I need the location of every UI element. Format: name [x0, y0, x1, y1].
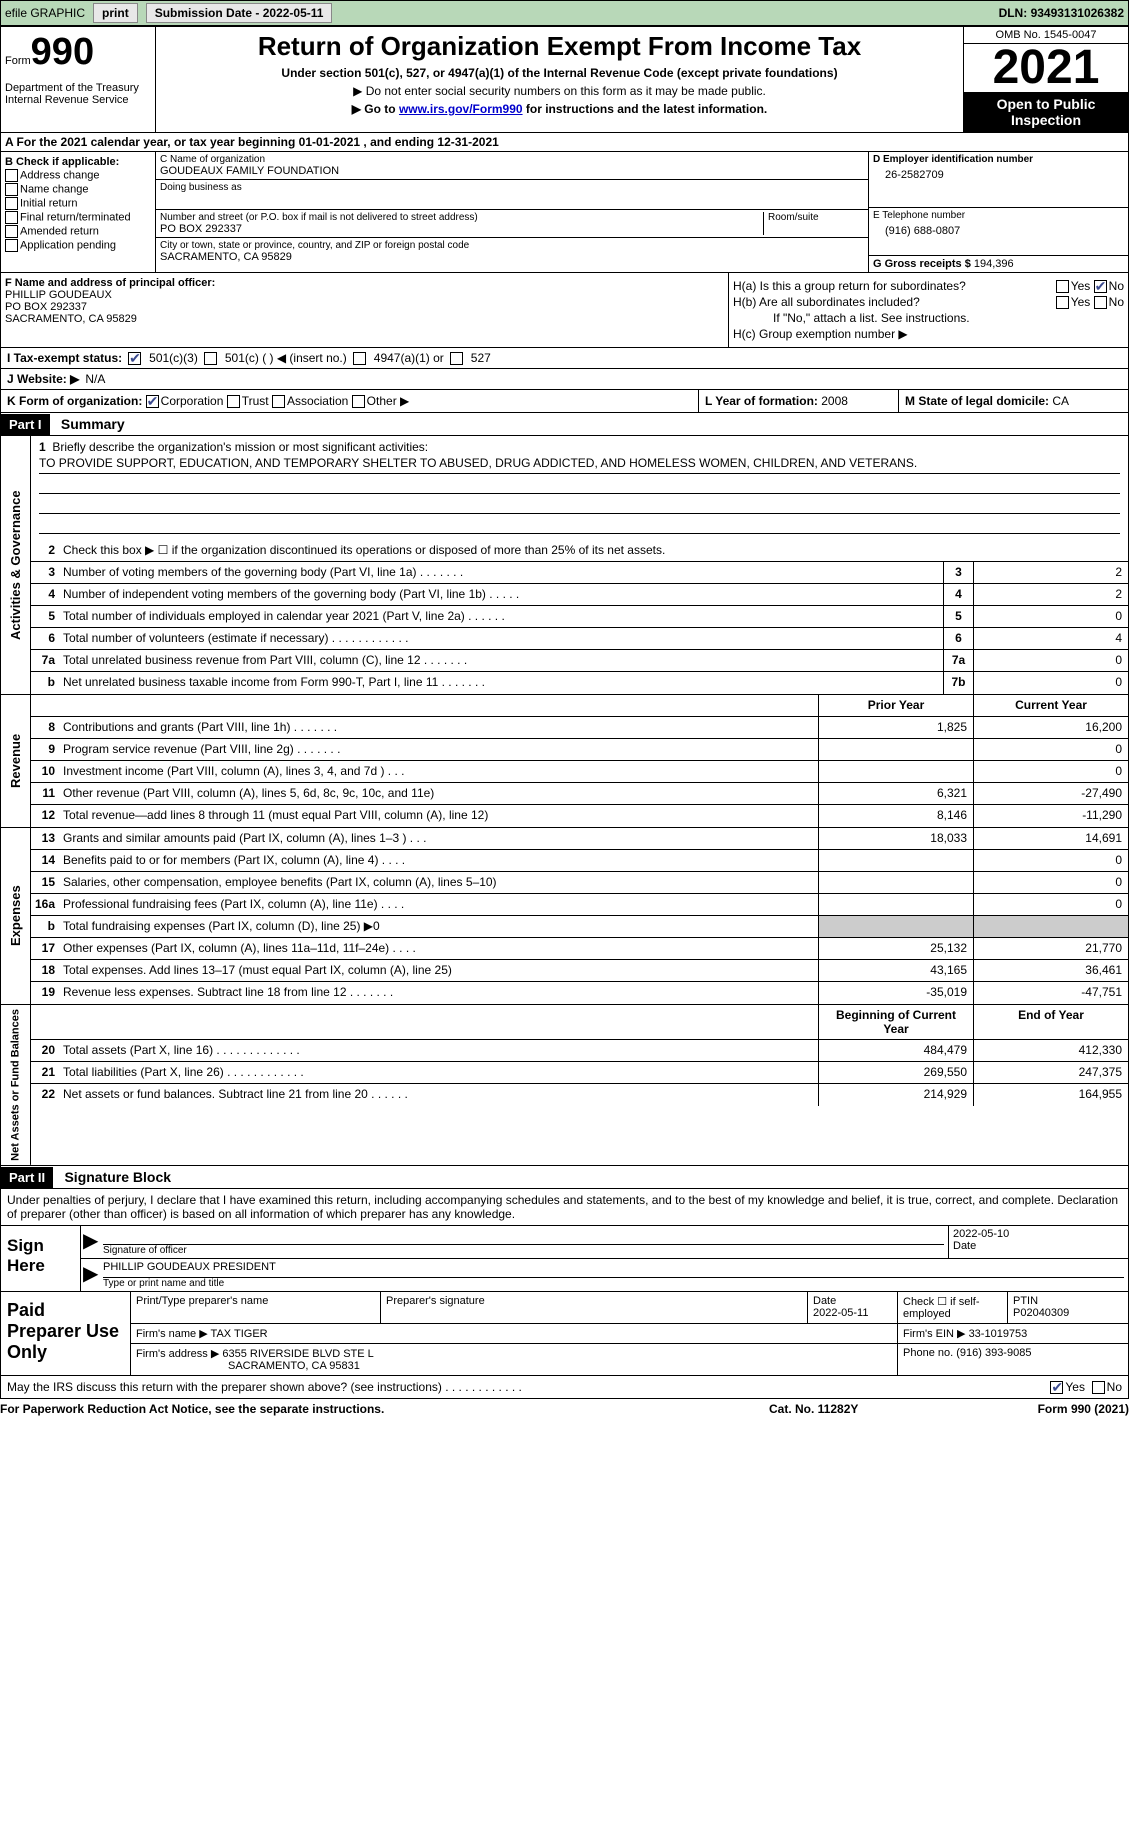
efile-label: efile GRAPHIC — [5, 6, 85, 20]
firm-ein: 33-1019753 — [969, 1328, 1028, 1340]
street-address: PO BOX 292337 — [160, 223, 759, 235]
form-number: Form990 — [5, 31, 151, 74]
cb-corporation[interactable] — [146, 395, 159, 408]
mission-text: TO PROVIDE SUPPORT, EDUCATION, AND TEMPO… — [39, 456, 1120, 474]
tax-year: 2021 — [964, 44, 1128, 92]
ha-no[interactable] — [1094, 280, 1107, 293]
website-value: N/A — [85, 372, 105, 386]
vtab-activities: Activities & Governance — [1, 436, 31, 694]
discuss-row: May the IRS discuss this return with the… — [0, 1376, 1129, 1399]
discuss-yes[interactable] — [1050, 1381, 1063, 1394]
form-header: Form990 Department of the Treasury Inter… — [0, 26, 1129, 133]
firm-addr2: SACRAMENTO, CA 95831 — [136, 1360, 360, 1372]
cb-501c3[interactable] — [128, 352, 141, 365]
cb-initial-return[interactable]: Initial return — [5, 197, 151, 210]
open-inspection: Open to Public Inspection — [964, 92, 1128, 132]
vtab-revenue: Revenue — [1, 695, 31, 827]
gross-receipts: 194,396 — [974, 258, 1014, 270]
goto-note: ▶ Go to www.irs.gov/Form990 for instruct… — [160, 102, 959, 116]
officer-name: PHILLIP GOUDEAUX — [5, 289, 724, 301]
summary-expenses: Expenses 13Grants and similar amounts pa… — [0, 828, 1129, 1005]
cb-name-change[interactable]: Name change — [5, 183, 151, 196]
dba — [160, 193, 864, 207]
vtab-netassets: Net Assets or Fund Balances — [1, 1005, 31, 1165]
state-domicile: CA — [1052, 394, 1069, 408]
cb-other[interactable] — [352, 395, 365, 408]
signature-arrow-icon: ▶ — [81, 1259, 99, 1291]
org-name: GOUDEAUX FAMILY FOUNDATION — [160, 165, 864, 177]
discuss-no[interactable] — [1092, 1381, 1105, 1394]
sign-here-block: Sign Here ▶ Signature of officer 2022-05… — [0, 1226, 1129, 1292]
dept-treasury: Department of the Treasury Internal Reve… — [5, 82, 151, 106]
cb-501c[interactable] — [204, 352, 217, 365]
signature-arrow-icon: ▶ — [81, 1226, 99, 1258]
submission-date: Submission Date - 2022-05-11 — [146, 3, 333, 23]
section-b-through-g: B Check if applicable: Address change Na… — [0, 152, 1129, 273]
part2-header: Part II Signature Block — [0, 1166, 1129, 1189]
col-c-org-info: C Name of organization GOUDEAUX FAMILY F… — [156, 152, 868, 272]
prep-date: 2022-05-11 — [813, 1307, 868, 1319]
cb-527[interactable] — [450, 352, 463, 365]
sig-date: 2022-05-10 — [953, 1228, 1124, 1240]
print-button[interactable]: print — [93, 3, 138, 23]
topbar: efile GRAPHIC print Submission Date - 20… — [0, 0, 1129, 26]
row-i-tax-status: I Tax-exempt status: 501(c)(3) 501(c) ( … — [0, 348, 1129, 369]
city-state-zip: SACRAMENTO, CA 95829 — [160, 251, 864, 263]
col-f-officer: F Name and address of principal officer:… — [1, 273, 728, 347]
summary-netassets: Net Assets or Fund Balances Beginning of… — [0, 1005, 1129, 1166]
cb-address-change[interactable]: Address change — [5, 169, 151, 182]
officer-street: PO BOX 292337 — [5, 301, 724, 313]
ein: 26-2582709 — [873, 165, 1124, 181]
vtab-expenses: Expenses — [1, 828, 31, 1004]
col-b-checkboxes: B Check if applicable: Address change Na… — [1, 152, 156, 272]
cb-final-return[interactable]: Final return/terminated — [5, 211, 151, 224]
form-title: Return of Organization Exempt From Incom… — [160, 31, 959, 62]
hb-no[interactable] — [1094, 296, 1107, 309]
irs-link[interactable]: www.irs.gov/Form990 — [399, 102, 523, 116]
col-h-group: H(a) Is this a group return for subordin… — [728, 273, 1128, 347]
ssn-note: ▶ Do not enter social security numbers o… — [160, 84, 959, 98]
ptin: P02040309 — [1013, 1307, 1069, 1319]
part1-header: Part I Summary — [0, 413, 1129, 436]
cb-amended-return[interactable]: Amended return — [5, 225, 151, 238]
row-a-calendar-year: A For the 2021 calendar year, or tax yea… — [0, 133, 1129, 152]
dln: DLN: 93493131026382 — [999, 6, 1124, 20]
cb-application-pending[interactable]: Application pending — [5, 239, 151, 252]
col-d-ein-phone: D Employer identification number 26-2582… — [868, 152, 1128, 272]
year-formation: 2008 — [821, 394, 848, 408]
cb-4947[interactable] — [353, 352, 366, 365]
paid-preparer-block: Paid Preparer Use Only Print/Type prepar… — [0, 1292, 1129, 1376]
row-j-website: J Website: ▶ N/A — [0, 369, 1129, 390]
officer-print-name: PHILLIP GOUDEAUX PRESIDENT — [103, 1261, 1124, 1277]
line1-mission: 1 Briefly describe the organization's mi… — [31, 436, 1128, 540]
cb-association[interactable] — [272, 395, 285, 408]
hb-yes[interactable] — [1056, 296, 1069, 309]
phone: (916) 688-0807 — [873, 221, 1124, 237]
firm-addr1: 6355 RIVERSIDE BLVD STE L — [222, 1348, 373, 1360]
summary-revenue: Revenue Prior YearCurrent Year 8Contribu… — [0, 695, 1129, 828]
signature-intro: Under penalties of perjury, I declare th… — [0, 1189, 1129, 1226]
form-subtitle: Under section 501(c), 527, or 4947(a)(1)… — [160, 66, 959, 80]
cb-trust[interactable] — [227, 395, 240, 408]
firm-name: TAX TIGER — [211, 1328, 268, 1340]
bottom-line: For Paperwork Reduction Act Notice, see … — [0, 1399, 1129, 1419]
row-k-form-org: K Form of organization: Corporation Trus… — [0, 390, 1129, 413]
summary-activities: Activities & Governance 1 Briefly descri… — [0, 436, 1129, 695]
officer-city: SACRAMENTO, CA 95829 — [5, 313, 724, 325]
section-f-h: F Name and address of principal officer:… — [0, 273, 1129, 348]
firm-phone: (916) 393-9085 — [956, 1347, 1031, 1359]
ha-yes[interactable] — [1056, 280, 1069, 293]
